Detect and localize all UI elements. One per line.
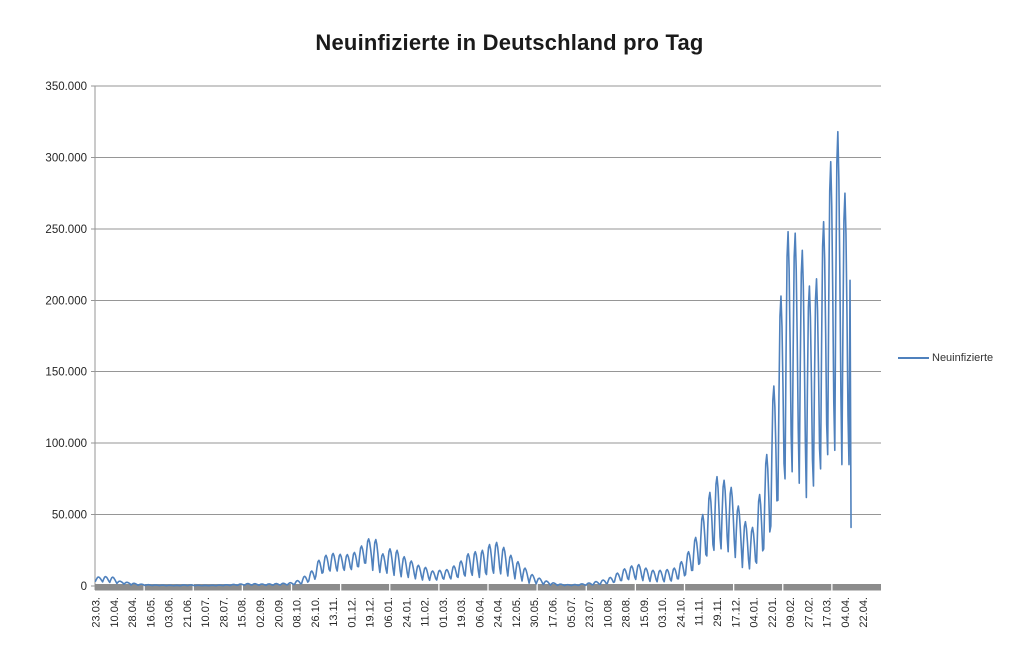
x-axis-tick-label: 28.08. [621,597,633,628]
x-axis-tick-label: 01.12. [346,597,358,628]
x-axis-tick-label: 27.02. [803,597,815,628]
x-axis-tick-label: 23.03. [91,597,103,628]
x-axis-tick-label: 04.01. [749,597,761,628]
x-axis-tick-label: 13.11. [328,597,340,627]
x-axis-tick-label: 17.12. [730,597,742,628]
x-axis-tick-label: 04.04. [840,597,852,628]
y-axis-tick-label: 300.000 [45,152,87,164]
x-axis-tick-label: 11.02. [420,597,432,627]
x-axis-tick-label: 10.07. [200,597,212,628]
x-axis-tick-label: 06.04. [474,597,486,628]
y-axis-tick-label: 250.000 [45,224,87,236]
legend-line-marker-icon [898,357,929,359]
y-axis-tick-label: 200.000 [45,295,87,307]
legend-series-label: Neuinfizierte [932,352,994,364]
x-axis-tick-label: 20.09. [273,597,285,628]
y-axis-tick-label: 100.000 [45,438,87,450]
x-axis-tick-label: 21.06. [182,597,194,628]
y-axis-tick-label: 150.000 [45,367,87,379]
x-axis-tick-label: 06.01. [383,597,395,628]
x-axis-tick-label: 12.05. [511,597,523,628]
chart-title: Neuinfizierte in Deutschland pro Tag [315,30,704,55]
x-axis-tick-label: 30.05. [529,597,541,628]
x-axis-tick-label: 19.12. [365,597,377,628]
x-axis-tick-label: 11.11. [694,597,706,626]
x-axis-tick-label: 03.06. [164,597,176,628]
x-axis-tick-label: 26.10. [310,597,322,628]
x-axis-tick-label: 28.07. [218,597,230,628]
y-axis-tick-label: 350.000 [45,81,87,93]
x-axis-tick-label: 24.01. [401,597,413,628]
x-axis-tick-label: 15.08. [237,597,249,628]
neuinfizierte-series-line [94,130,852,587]
x-axis-tick-label: 01.03. [438,597,450,628]
x-axis-tick-label: 22.04. [858,597,870,628]
y-axis-tick-label: 50.000 [52,510,87,522]
x-axis-tick-label: 10.08. [602,597,614,628]
x-axis-tick-label: 28.04. [127,597,139,628]
x-axis-tick-label: 16.05. [145,597,157,628]
legend[interactable]: Neuinfizierte [898,352,993,364]
x-axis-tick-label: 22.01. [767,597,779,628]
x-axis-tick-label: 24.10. [675,597,687,628]
x-axis-tick-label: 08.10. [292,597,304,628]
x-axis-tick-label: 03.10. [657,597,669,628]
x-axis-tick-label: 29.11. [712,597,724,627]
x-axis-tick-label: 24.04. [493,597,505,628]
x-axis-tick-label: 05.07. [566,597,578,628]
x-axis-tick-label: 15.09. [639,597,651,628]
x-axis-tick-label: 02.09. [255,597,267,628]
x-axis-tick-label: 17.06. [547,597,559,628]
y-axis-tick-label: 0 [81,581,87,593]
x-axis-tick-label: 19.03. [456,597,468,628]
x-axis-tick-label: 23.07. [584,597,596,628]
x-axis-tick-label: 09.02. [785,597,797,628]
x-axis-tick-label: 17.03. [822,597,834,628]
x-axis-tick-label: 10.04. [109,597,121,628]
